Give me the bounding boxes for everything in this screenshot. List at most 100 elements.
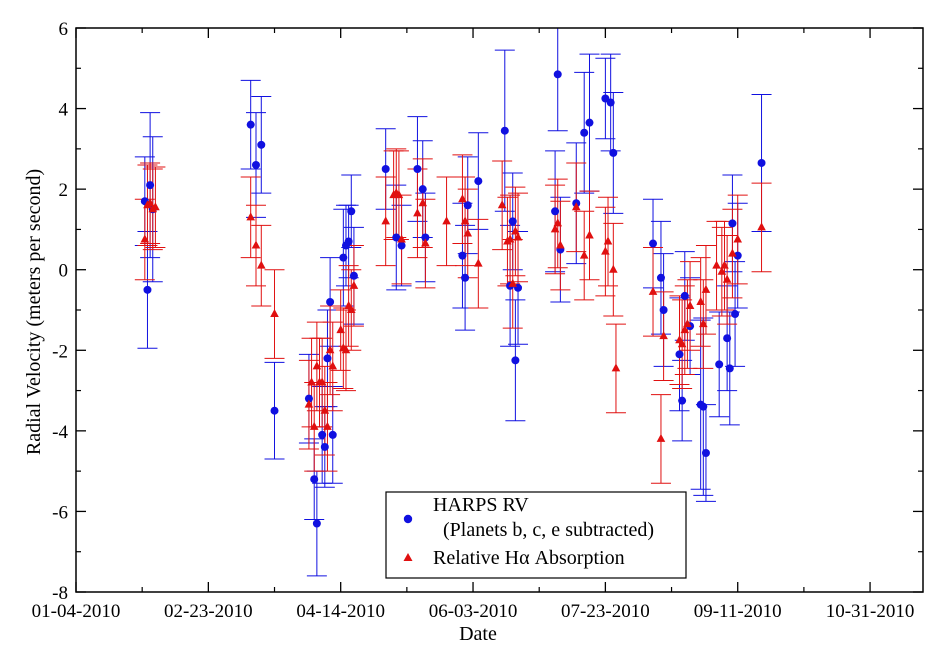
harps-rv-point: [649, 239, 658, 248]
x-tick-label: 04-14-2010: [296, 601, 385, 622]
halpha-point: [497, 200, 507, 209]
legend-marker-triangle: [403, 553, 413, 561]
error-bar: [547, 28, 568, 132]
legend-box: [385, 491, 687, 579]
legend-label-halpha: Relative Hα Absorption: [433, 547, 625, 569]
x-tick-label: 07-23-2010: [561, 601, 650, 622]
harps-rv-point: [312, 519, 321, 528]
halpha-point: [712, 260, 721, 269]
halpha-point: [717, 266, 727, 275]
harps-rv-point: [318, 430, 327, 439]
halpha-point: [309, 421, 319, 430]
harps-rv-point: [381, 165, 390, 173]
halpha-point: [251, 240, 261, 249]
harps-rv-point: [418, 185, 427, 194]
halpha-point: [418, 198, 428, 207]
halpha-point: [394, 190, 404, 199]
halpha-point: [680, 325, 690, 334]
halpha-point: [720, 260, 729, 269]
y-tick-label: -2: [52, 341, 68, 362]
harps-rv-point: [392, 233, 401, 242]
halpha-point: [442, 216, 451, 225]
harps-rv-point: [458, 251, 467, 260]
harps-rv-points: [140, 70, 766, 528]
halpha-point: [320, 405, 330, 414]
y-tick-label: -4: [52, 422, 68, 443]
harps-rv-point: [699, 402, 708, 411]
halpha-point: [463, 228, 473, 237]
harps-rv-point: [675, 350, 684, 359]
halpha-point: [585, 230, 594, 239]
harps-rv-point: [323, 354, 332, 363]
legend-label-harps-sub: (Planets b, c, e subtracted): [443, 519, 654, 541]
harps-rv-point: [757, 158, 766, 167]
halpha-point: [304, 399, 314, 408]
harps-rv-point: [500, 126, 509, 135]
harps-rv-point: [143, 285, 152, 294]
halpha-point: [256, 260, 266, 269]
harps-rv-point: [339, 253, 348, 262]
halpha-point: [685, 300, 695, 309]
harps-rv-point: [551, 207, 560, 216]
harps-rv-point: [715, 360, 724, 369]
halpha-point: [601, 246, 610, 255]
halpha-point: [323, 421, 332, 430]
harps-rv-point: [326, 297, 335, 306]
harps-rv-point: [725, 364, 734, 373]
harps-rv-point: [723, 334, 732, 343]
halpha-point: [413, 208, 422, 217]
harps-rv-point: [146, 181, 155, 190]
harps-rv-point: [344, 237, 353, 246]
harps-rv-point: [580, 128, 589, 137]
halpha-point: [312, 361, 322, 370]
harps-rv-point: [413, 165, 422, 173]
halpha-point: [513, 232, 523, 241]
harps-rv-point: [659, 306, 668, 314]
halpha-point: [757, 222, 766, 231]
y-tick-label: 4: [59, 100, 69, 121]
x-tick-label: 10-31-2010: [826, 601, 915, 622]
x-tick-label: 06-03-2010: [429, 601, 518, 622]
halpha-point: [246, 212, 255, 221]
y-axis-label: Radial Velocity (meters per second): [23, 169, 45, 455]
harps-rv-point: [678, 396, 687, 405]
harps-rv-point: [347, 207, 356, 216]
halpha-point: [722, 274, 732, 283]
harps-rv-point: [731, 310, 740, 319]
halpha-point: [460, 216, 470, 225]
harps-rv-point: [270, 406, 279, 415]
halpha-point: [728, 248, 737, 257]
halpha-point: [328, 361, 338, 370]
y-tick-labels: -8 -6 -4 -2 0 2 4 6: [52, 19, 68, 604]
halpha-point: [397, 234, 406, 243]
halpha-point: [349, 280, 359, 289]
y-tick-label: -8: [52, 583, 68, 604]
harps-rv-point: [463, 201, 472, 210]
harps-rv-point: [397, 241, 406, 250]
legend-marker-circle: [403, 514, 413, 524]
harps-rv-point: [461, 273, 470, 282]
x-tick-label: 02-23-2010: [164, 601, 253, 622]
halpha-point: [270, 309, 279, 318]
halpha-point: [611, 363, 621, 372]
harps-rv-point: [606, 98, 615, 107]
markers-layer: [140, 70, 766, 528]
halpha-point: [556, 240, 565, 249]
halpha-point: [683, 319, 692, 328]
halpha-point: [677, 339, 687, 348]
harps-rv-point: [511, 356, 520, 365]
harps-rv-point: [553, 70, 562, 79]
harps-rv-point: [349, 271, 358, 280]
y-tick-label: -6: [52, 502, 68, 523]
harps-rv-point: [320, 442, 329, 451]
halpha-point: [603, 236, 613, 245]
halpha-point: [317, 377, 327, 386]
halpha-point: [733, 234, 743, 243]
harps-rv-point: [728, 219, 737, 228]
halpha-point: [325, 345, 335, 354]
harps-rv-point: [680, 291, 689, 300]
halpha-point: [609, 264, 618, 273]
harps-rv-point: [656, 273, 665, 282]
halpha-point: [145, 198, 155, 207]
